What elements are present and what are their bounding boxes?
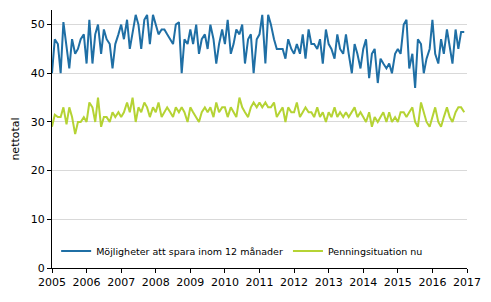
svg-text:2005: 2005 bbox=[38, 276, 66, 289]
svg-text:2007: 2007 bbox=[107, 276, 135, 289]
svg-text:Möjligheter att spara inom 12: Möjligheter att spara inom 12 månader bbox=[96, 246, 283, 257]
svg-text:2016: 2016 bbox=[418, 276, 446, 289]
svg-text:Penningsituation nu: Penningsituation nu bbox=[328, 246, 422, 257]
svg-text:40: 40 bbox=[31, 67, 45, 80]
svg-text:2008: 2008 bbox=[142, 276, 170, 289]
svg-text:2006: 2006 bbox=[73, 276, 101, 289]
svg-text:0: 0 bbox=[38, 262, 45, 275]
svg-text:2011: 2011 bbox=[246, 276, 274, 289]
svg-text:2017: 2017 bbox=[453, 276, 481, 289]
svg-text:2013: 2013 bbox=[315, 276, 343, 289]
svg-text:2012: 2012 bbox=[280, 276, 308, 289]
svg-text:20: 20 bbox=[31, 164, 45, 177]
svg-text:2014: 2014 bbox=[349, 276, 377, 289]
svg-text:50: 50 bbox=[31, 18, 45, 31]
svg-text:10: 10 bbox=[31, 213, 45, 226]
svg-text:nettotal: nettotal bbox=[9, 117, 22, 160]
svg-text:30: 30 bbox=[31, 116, 45, 129]
svg-text:2015: 2015 bbox=[384, 276, 412, 289]
svg-text:2009: 2009 bbox=[176, 276, 204, 289]
svg-text:2010: 2010 bbox=[211, 276, 239, 289]
